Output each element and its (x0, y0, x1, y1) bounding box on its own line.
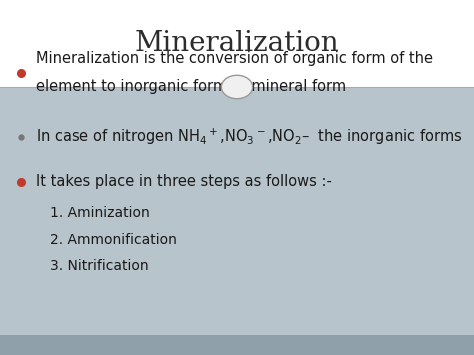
Text: 2. Ammonification: 2. Ammonification (50, 233, 177, 247)
Circle shape (221, 75, 253, 99)
Text: element to inorganic form or mineral form: element to inorganic form or mineral for… (36, 80, 346, 94)
Bar (0, 335, 474, 355)
Text: 3. Nitrification: 3. Nitrification (50, 259, 148, 273)
Text: Mineralization: Mineralization (135, 30, 339, 57)
Text: It takes place in three steps as follows :-: It takes place in three steps as follows… (36, 174, 331, 189)
Text: In case of nitrogen $\mathrm{NH_4}^+$,$\mathrm{NO_3}^-$,$\mathrm{NO_2}$–  the in: In case of nitrogen $\mathrm{NH_4}^+$,$\… (36, 126, 462, 147)
Bar (0, 0, 474, 87)
Text: 1. Aminization: 1. Aminization (50, 206, 149, 220)
Text: Mineralization is the conversion of organic form of the: Mineralization is the conversion of orga… (36, 51, 433, 66)
